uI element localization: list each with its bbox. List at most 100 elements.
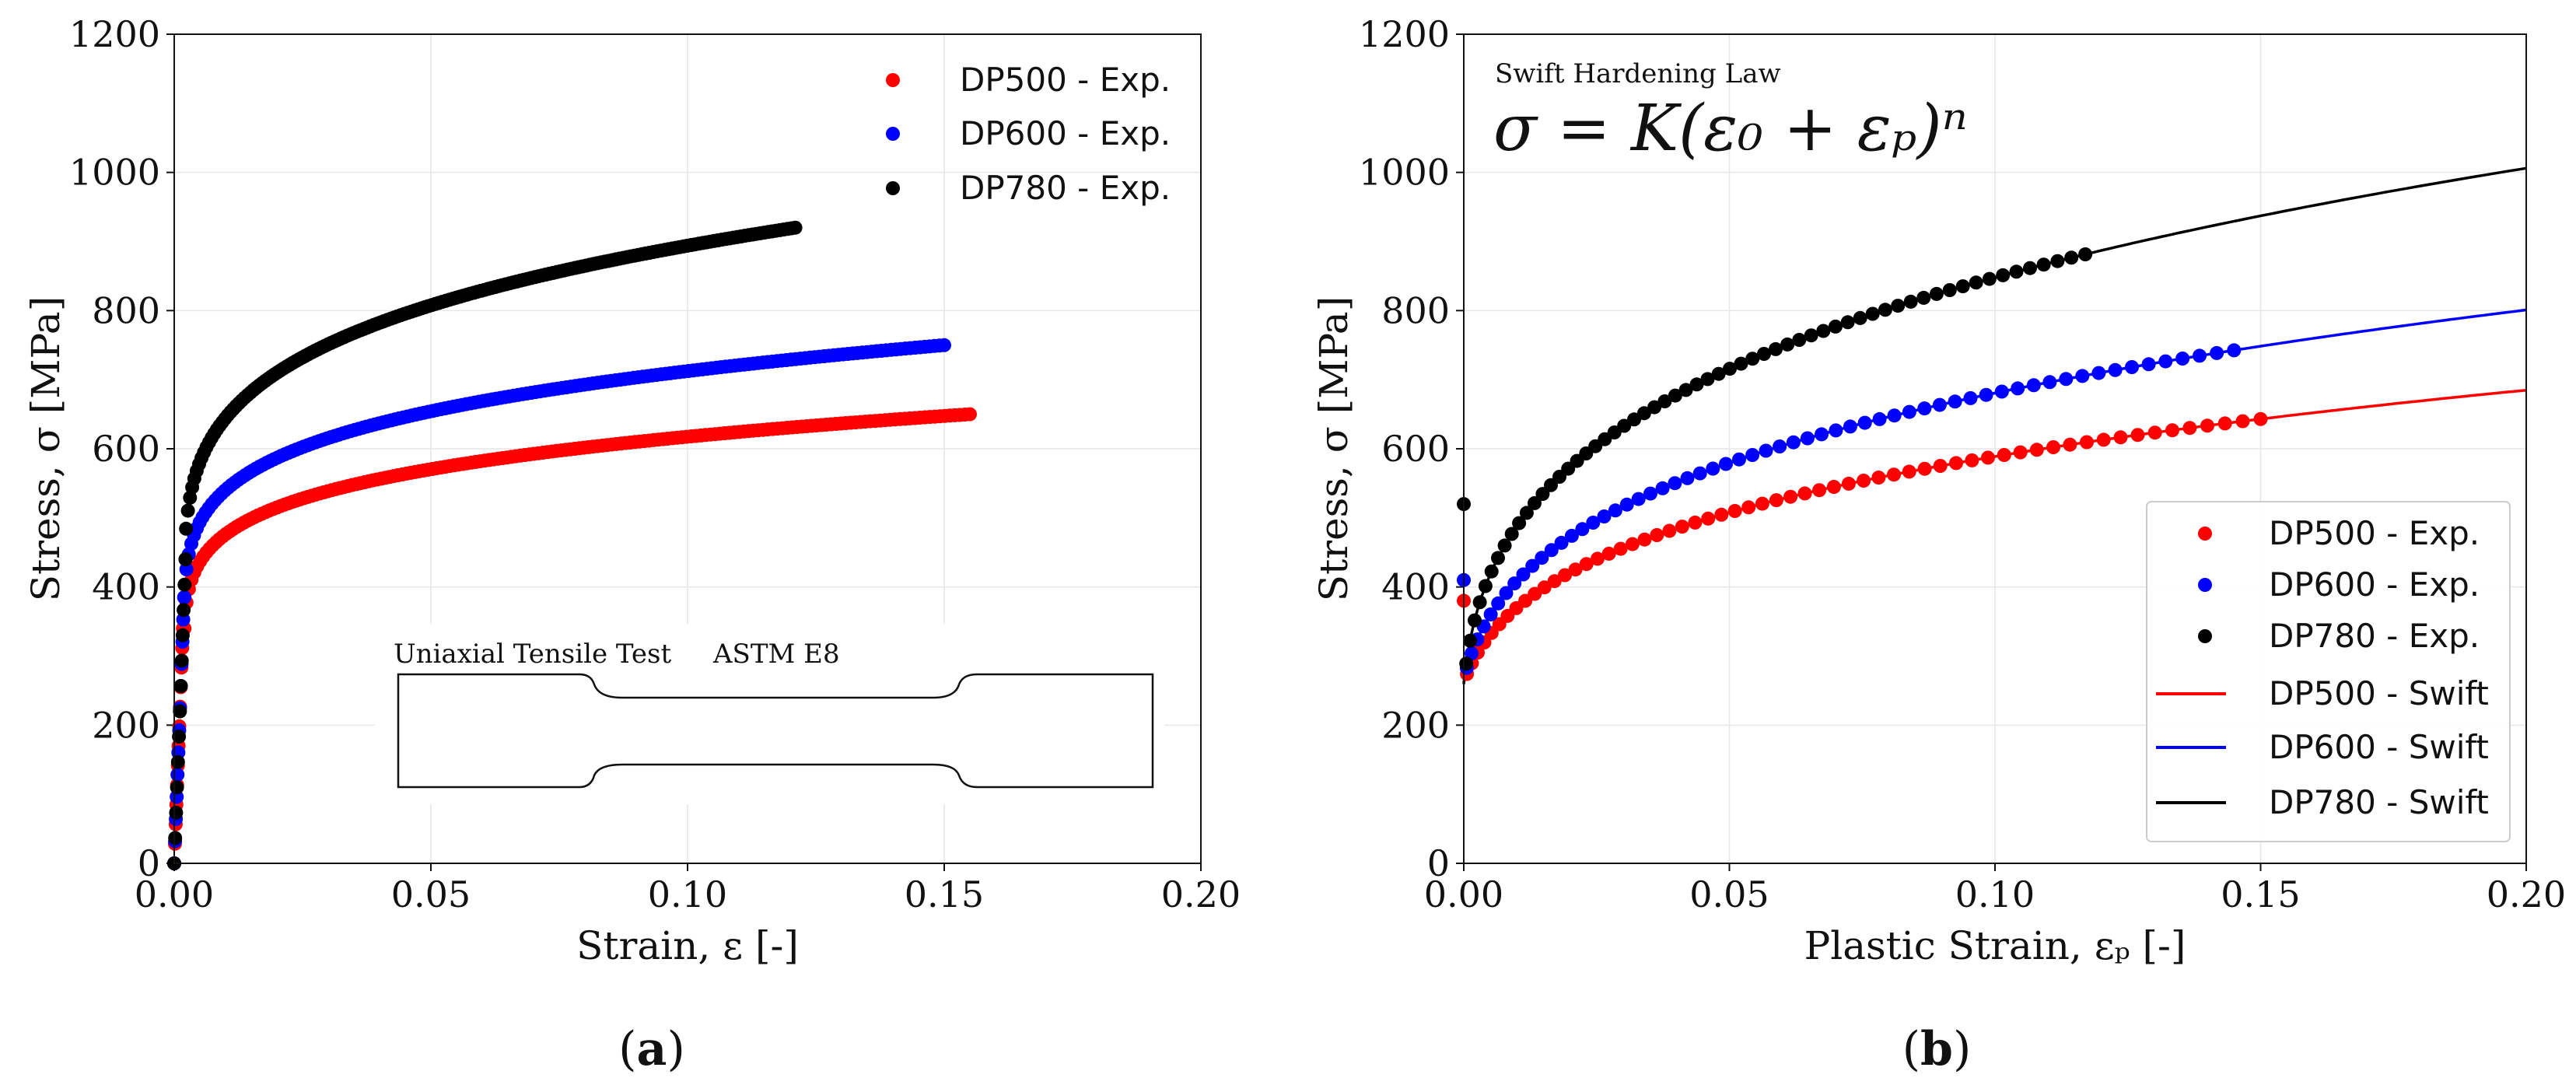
data-point-dp780-b bbox=[1678, 383, 1693, 397]
data-point-dp500-b bbox=[1841, 476, 1856, 491]
data-point-dp780 bbox=[172, 730, 187, 744]
data-point-dp600-b bbox=[2158, 354, 2173, 369]
x-tick-label-b: 0.05 bbox=[1689, 873, 1769, 915]
data-point-dp500-b bbox=[1755, 496, 1769, 511]
y-tick-label-b: 1000 bbox=[1359, 152, 1450, 194]
data-point-dp600-b bbox=[2175, 352, 2190, 366]
data-point-dp780-b bbox=[1463, 633, 1478, 648]
data-point-dp600-b bbox=[1786, 435, 1801, 450]
data-point-dp600-b bbox=[1619, 497, 1634, 512]
legend-marker-dp600 bbox=[886, 127, 900, 141]
legend-b: DP500 - Exp. DP600 - Exp. DP780 - Exp. D… bbox=[2146, 501, 2511, 842]
x-tick-label-a: 0.00 bbox=[135, 873, 214, 915]
data-point-dp780-b bbox=[1689, 377, 1704, 392]
data-point-dp780-b bbox=[1916, 290, 1931, 305]
x-tick-label-b: 0.10 bbox=[1955, 873, 2035, 915]
inset-title: Uniaxial Tensile Test bbox=[394, 639, 671, 670]
data-point-dp780-b bbox=[1700, 372, 1715, 387]
data-point-dp600-b bbox=[1544, 543, 1559, 558]
legend-label-dp600-exp: DP600 - Exp. bbox=[2269, 565, 2480, 604]
inset-standard: ASTM E8 bbox=[712, 639, 840, 670]
data-point-dp600-b bbox=[1507, 576, 1522, 591]
data-point-dp500-b bbox=[2200, 418, 2214, 433]
y-tick-label-a: 200 bbox=[92, 704, 160, 746]
formula-b: σ = K(ε₀ + εₚ)ⁿ bbox=[1493, 92, 1968, 166]
data-point-dp500-b bbox=[2096, 432, 2111, 447]
legend-label-dp500: DP500 - Exp. bbox=[960, 61, 1171, 99]
data-point-dp600-b bbox=[1800, 431, 1815, 446]
data-point-dp780-b bbox=[1828, 319, 1843, 334]
x-tick-label-b: 0.20 bbox=[2487, 873, 2566, 915]
data-point-dp500-b bbox=[1714, 507, 1729, 522]
data-point-dp500-b bbox=[1887, 467, 1901, 482]
data-point-dp500-b bbox=[1826, 480, 1841, 494]
data-point-dp600-b bbox=[1680, 471, 1695, 485]
data-point-dp600-b bbox=[1732, 452, 1746, 467]
data-point-dp600-b bbox=[1525, 558, 1540, 573]
data-point-dp780 bbox=[179, 521, 194, 536]
data-point-dp600-b bbox=[1902, 404, 1916, 419]
data-point-dp500-b bbox=[2046, 440, 2060, 454]
data-point-dp500-b bbox=[2217, 416, 2232, 431]
data-point-dp500-b bbox=[1558, 568, 1572, 583]
data-point-dp780-b bbox=[1657, 394, 1672, 408]
y-tick-label-b: 800 bbox=[1381, 289, 1450, 331]
data-point-dp780-b bbox=[1627, 412, 1641, 427]
data-point-dp500-b bbox=[2147, 425, 2162, 440]
data-point-dp600-b bbox=[2227, 343, 2242, 358]
data-point-dp780-b bbox=[2078, 247, 2093, 261]
series-dp500-exp bbox=[167, 407, 977, 870]
data-point-dp500-b bbox=[2253, 411, 2268, 426]
x-tick-label-b: 0.00 bbox=[1424, 873, 1503, 915]
data-point-dp600-b bbox=[1608, 503, 1622, 518]
data-point-dp600-b bbox=[1491, 596, 1506, 611]
series-dp500-exp-b bbox=[1457, 411, 2268, 681]
data-point-dp780-b bbox=[1512, 516, 1527, 530]
data-point-dp600-b bbox=[1706, 461, 1720, 476]
panel-letter-b: b bbox=[1920, 1022, 1953, 1076]
data-point-dp600-b bbox=[1917, 401, 1932, 416]
data-point-dp780-b bbox=[1535, 487, 1550, 502]
data-point-dp600-b bbox=[2125, 360, 2139, 374]
data-point-dp780 bbox=[177, 603, 191, 618]
data-point-dp600-b bbox=[1535, 551, 1549, 565]
ticks-a: 0.00 0.05 0.10 0.15 0.20 0 200 400 600 800 1000 120… bbox=[69, 13, 1241, 915]
legend-marker-dp500 bbox=[886, 73, 900, 87]
data-point-dp780-b bbox=[1780, 337, 1795, 352]
legend-label-dp500-exp: DP500 - Exp. bbox=[2269, 514, 2480, 552]
chart-a: 0.00 0.05 0.10 0.15 0.20 0 200 400 600 800 1000 120… bbox=[23, 13, 1241, 1076]
data-point-dp780-b bbox=[1491, 551, 1505, 565]
data-point-dp500-b bbox=[2182, 421, 2197, 436]
legend-label-dp500-swift: DP500 - Swift bbox=[2269, 674, 2489, 712]
x-axis-label-a: Strain, ε [-] bbox=[576, 923, 799, 968]
ticks-b: 0.00 0.05 0.10 0.15 0.20 0 200 400 600 800 1000 120… bbox=[1359, 13, 2566, 915]
y-tick-label-b: 0 bbox=[1427, 842, 1450, 884]
data-point-dp500-b bbox=[2130, 428, 2145, 443]
data-point-dp600-b bbox=[1597, 509, 1612, 523]
data-point-dp500-b bbox=[1613, 541, 1628, 556]
data-point-dp600-b bbox=[1963, 390, 1978, 405]
data-point-dp500-b bbox=[1949, 456, 1963, 471]
x-axis-label-b: Plastic Strain, εₚ [-] bbox=[1804, 923, 2186, 968]
data-point-dp780 bbox=[170, 780, 184, 795]
data-point-dp600-b bbox=[2011, 381, 2025, 396]
data-point-dp500-b bbox=[1965, 453, 1979, 467]
data-point-dp600-b bbox=[1719, 457, 1733, 471]
data-point-dp500-b bbox=[2235, 414, 2250, 429]
data-point-dp500-b bbox=[1769, 493, 1783, 508]
data-point-dp500-b bbox=[1727, 504, 1742, 518]
data-point-dp500-b bbox=[2113, 430, 2128, 445]
legend-label-dp780-swift: DP780 - Swift bbox=[2269, 783, 2489, 821]
data-point-dp600-b bbox=[2075, 369, 2090, 383]
data-point-dp500-b bbox=[1547, 574, 1562, 589]
y-axis-label-a: Stress, σ [MPa] bbox=[23, 296, 68, 601]
y-tick-label-b: 600 bbox=[1381, 428, 1450, 470]
data-point-dp600-b bbox=[1857, 415, 1872, 430]
legend-a: DP500 - Exp. DP600 - Exp. DP780 - Exp. bbox=[886, 61, 1171, 207]
data-point-dp780-b bbox=[1468, 613, 1482, 628]
data-point-dp780-b bbox=[1942, 283, 1957, 297]
data-point-dp780 bbox=[180, 503, 195, 518]
series-dp780-exp bbox=[167, 220, 803, 870]
data-point-dp780-b bbox=[1519, 506, 1534, 520]
data-point-dp780-b bbox=[1903, 294, 1918, 309]
